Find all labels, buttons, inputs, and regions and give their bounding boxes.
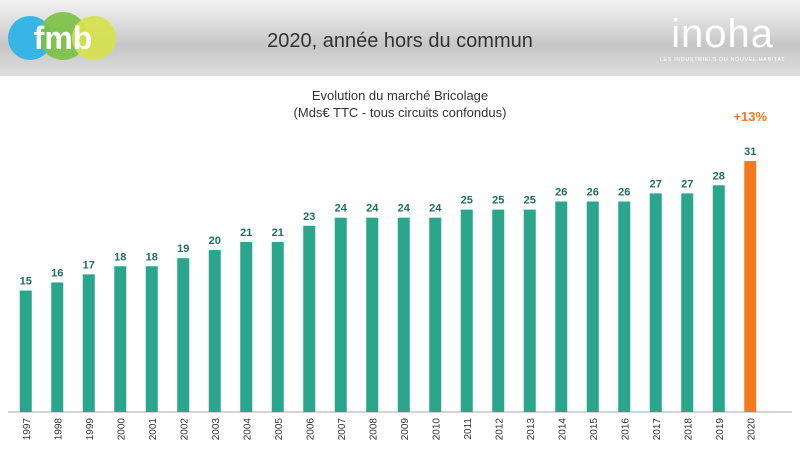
value-label-2016: 26 [618,186,630,198]
x-tick-label-2019: 2019 [715,418,726,441]
value-label-2020: 31 [744,146,756,158]
x-tick-label-2009: 2009 [400,418,411,441]
bar-2016 [618,201,631,412]
bar-2008 [366,217,379,412]
bar-1998 [51,282,64,412]
header-band: fmb 2020, année hors du commun inoha LES… [0,0,800,76]
bar-2015 [586,201,599,412]
x-tick-label-2002: 2002 [179,418,190,441]
bar-2009 [397,217,410,412]
growth-annotation: +13% [733,109,767,124]
bar-1997 [19,290,32,412]
x-tick-label-2020: 2020 [746,418,757,441]
bar-2017 [649,193,662,412]
x-tick-label-2010: 2010 [431,418,442,441]
bar-2010 [429,217,442,412]
x-tick-label-2011: 2011 [463,418,474,440]
value-label-2011: 25 [461,195,473,207]
bar-2019 [712,185,725,412]
x-tick-label-2014: 2014 [557,418,568,441]
value-label-2007: 24 [335,203,348,215]
inoha-tagline: LES INDUSTRIELS DU NOUVEL HABITAT [659,57,786,63]
value-label-1998: 16 [51,267,63,279]
value-label-1999: 17 [83,259,95,271]
value-label-2001: 18 [146,251,158,263]
bar-2003 [208,250,221,412]
value-label-2006: 23 [303,211,315,223]
chart-title-block: Evolution du marché Bricolage (Mds€ TTC … [0,87,800,121]
inoha-logo: inoha LES INDUSTRIELS DU NOUVEL HABITAT [655,12,790,70]
value-label-2000: 18 [114,251,126,263]
value-label-2014: 26 [555,186,567,198]
value-label-2010: 24 [429,203,442,215]
bar-2006 [303,225,316,412]
value-label-2005: 21 [272,227,284,239]
bar-2014 [555,201,568,412]
bar-2002 [177,258,190,412]
x-tick-label-2016: 2016 [620,418,631,441]
value-label-2013: 25 [524,195,536,207]
value-label-1997: 15 [20,276,32,288]
value-label-2002: 19 [177,243,189,255]
value-label-2019: 28 [713,170,725,182]
x-tick-label-2000: 2000 [116,418,127,441]
x-tick-label-1999: 1999 [85,418,96,441]
x-tick-label-2005: 2005 [274,418,285,441]
bar-2013 [523,209,536,412]
svg-text:fmb: fmb [34,20,93,56]
value-label-2017: 27 [650,178,662,190]
bar-2018 [681,193,694,412]
bar-2007 [334,217,347,412]
x-tick-label-2007: 2007 [337,418,348,441]
value-label-2012: 25 [492,195,504,207]
x-tick-label-2013: 2013 [526,418,537,441]
x-tick-label-1997: 1997 [22,418,33,441]
x-tick-label-2008: 2008 [368,418,379,441]
bar-2020 [744,161,757,412]
x-tick-label-2004: 2004 [242,418,253,441]
bar-chart: 1519971619981719991820001820011920022020… [8,109,792,441]
x-tick-label-2015: 2015 [589,418,600,441]
x-tick-label-2003: 2003 [211,418,222,441]
value-label-2003: 20 [209,235,221,247]
value-label-2009: 24 [398,203,411,215]
slide-title: 2020, année hors du commun [267,30,533,52]
bar-2005 [271,241,284,412]
fmb-logo: fmb [8,12,116,60]
x-tick-label-2001: 2001 [148,418,159,441]
value-label-2004: 21 [240,227,252,239]
x-tick-label-1998: 1998 [53,418,64,441]
x-tick-label-2006: 2006 [305,418,316,441]
bar-2004 [240,241,253,412]
x-tick-label-2017: 2017 [652,418,663,441]
bar-2011 [460,209,473,412]
bar-1999 [82,274,95,412]
bar-2000 [114,266,127,412]
inoha-wordmark: inoha [671,12,774,56]
value-label-2008: 24 [366,203,379,215]
value-label-2018: 27 [681,178,693,190]
chart-subtitle: (Mds€ TTC - tous circuits confondus) [293,105,507,120]
bar-2012 [492,209,505,412]
x-tick-label-2012: 2012 [494,418,505,441]
x-tick-label-2018: 2018 [683,418,694,441]
value-label-2015: 26 [587,186,599,198]
chart-title: Evolution du marché Bricolage [311,88,489,103]
bar-2001 [145,266,158,412]
